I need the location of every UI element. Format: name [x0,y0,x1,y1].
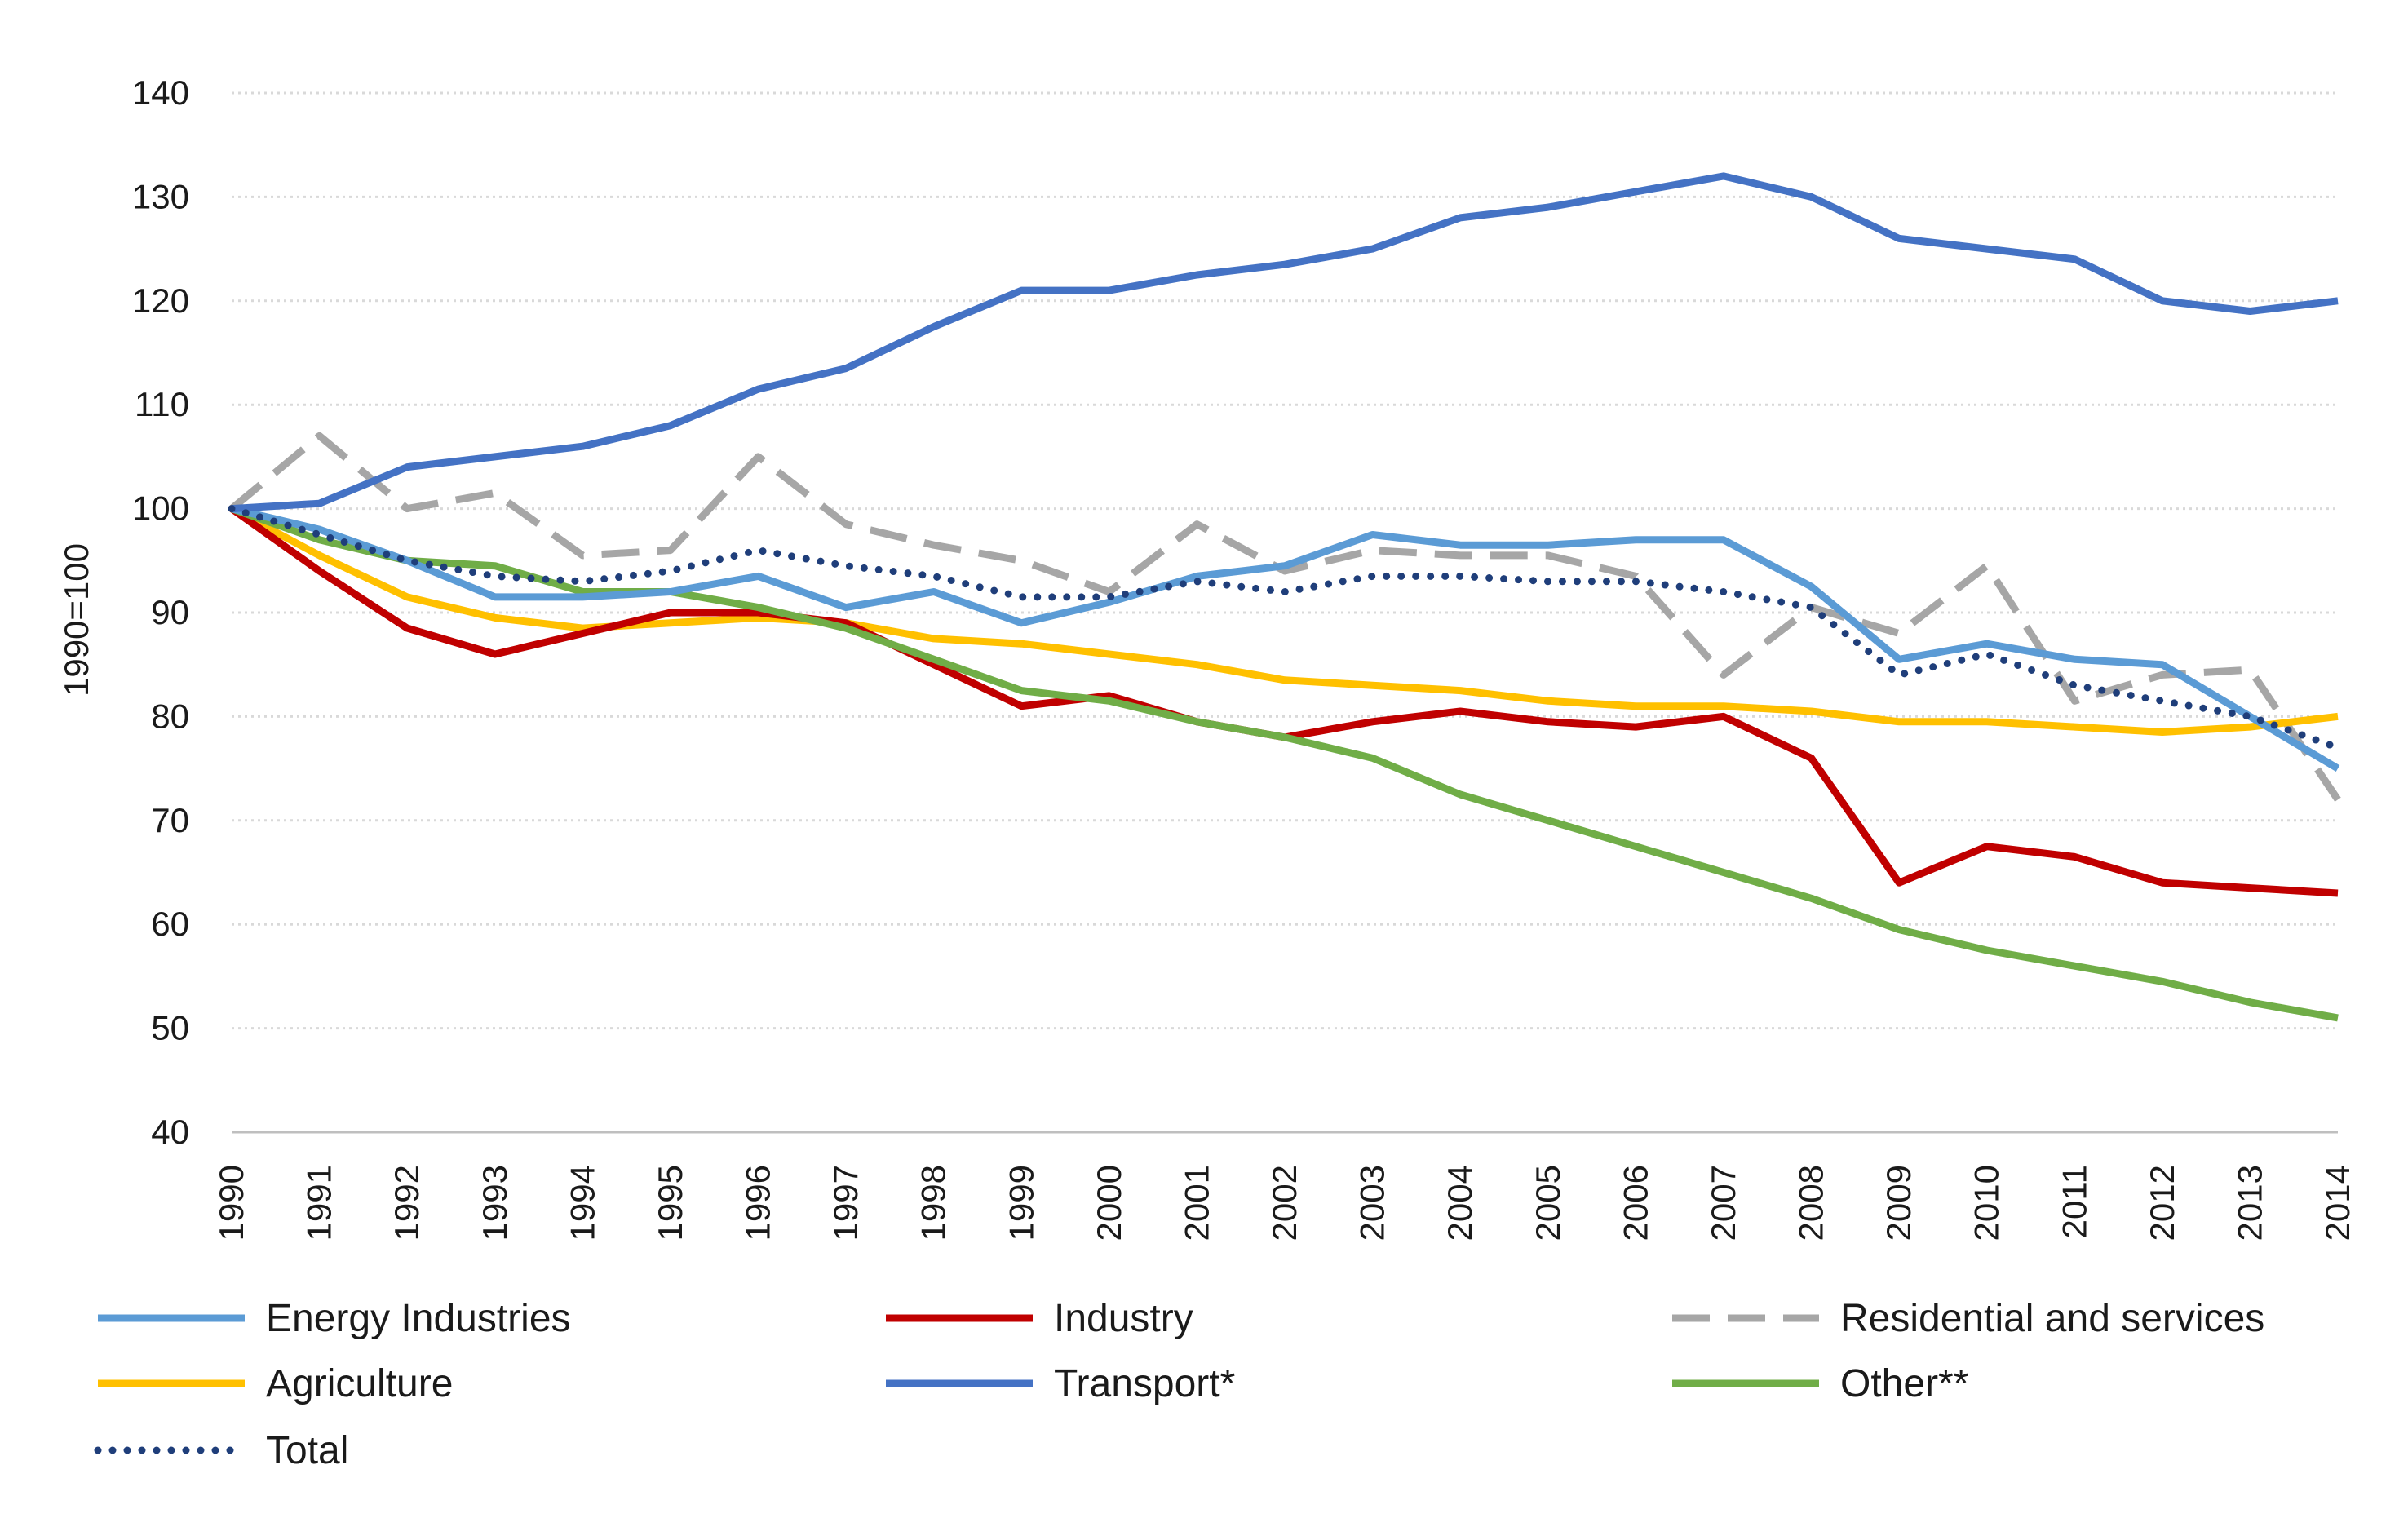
legend-label-agriculture: Agriculture [266,1362,453,1405]
y-tick-label: 90 [151,593,189,631]
x-tick-label: 1996 [739,1165,777,1241]
x-axis: 1990 1991 1992 1993 1994 1995 1996 1997 1998 1999… [212,1165,2357,1241]
x-tick-label: 2011 [2055,1165,2093,1238]
legend-label-residential-and-services: Residential and services [1840,1297,2264,1340]
series-line-transport [231,172,2339,513]
legend-label-transport: Transport* [1054,1362,1235,1405]
x-tick-label: 1991 [300,1165,339,1241]
y-tick-label: 100 [132,489,189,528]
y-tick-label: 40 [151,1113,189,1151]
x-tick-label: 2008 [1792,1165,1830,1241]
x-tick-label: 2003 [1353,1165,1392,1241]
series-line-total [228,505,2342,752]
x-tick-label: 1992 [387,1165,426,1241]
y-tick-label: 110 [135,385,189,423]
series-layer [228,172,2342,1022]
x-tick-label: 1993 [476,1165,514,1241]
x-tick-label: 2004 [1441,1165,1479,1241]
x-tick-label: 1994 [563,1165,601,1241]
series-line-other [230,505,2339,1022]
x-tick-label: 2005 [1529,1165,1567,1241]
x-tick-label: 1990 [212,1165,250,1241]
grid-layer [232,91,2338,1134]
legend-label-industry: Industry [1054,1297,1193,1340]
legend-label-total: Total [266,1429,348,1472]
x-tick-label: 1997 [826,1165,865,1241]
series-line-agriculture [229,505,2339,736]
legend-label-other: Other** [1840,1362,1968,1405]
x-tick-label: 2009 [1879,1165,1918,1241]
y-tick-label: 60 [151,905,189,943]
x-tick-label: 2014 [2318,1165,2357,1241]
y-axis-label: 1990=100 [57,543,95,697]
y-tick-label: 130 [132,177,189,215]
x-tick-label: 2007 [1704,1165,1742,1241]
x-tick-label: 2001 [1177,1165,1215,1241]
x-tick-label: 2002 [1265,1165,1304,1241]
legend-label-energy-industries: Energy Industries [266,1297,571,1340]
legend: Energy Industries Industry Residential and… [94,1297,2264,1472]
y-tick-label: 80 [151,697,189,735]
y-tick-label: 70 [151,801,189,839]
x-tick-label: 2006 [1616,1165,1654,1241]
x-tick-label: 1998 [914,1165,953,1241]
x-tick-label: 2013 [2230,1165,2269,1241]
series-line-residential-and-services [229,432,2341,802]
x-tick-label: 1995 [651,1165,689,1241]
y-tick-label: 140 [132,73,189,112]
y-tick-label: 50 [151,1009,189,1047]
x-tick-label: 1999 [1002,1165,1040,1241]
y-axis: 1990=100 40 50 60 70 80 90 100 110 120 130 140 [57,73,189,1151]
series-line-energy-industries [230,505,2340,772]
x-tick-label: 2010 [1968,1165,2006,1241]
x-tick-label: 2012 [2143,1165,2181,1241]
y-tick-label: 120 [132,281,189,320]
x-tick-label: 2000 [1090,1165,1128,1241]
